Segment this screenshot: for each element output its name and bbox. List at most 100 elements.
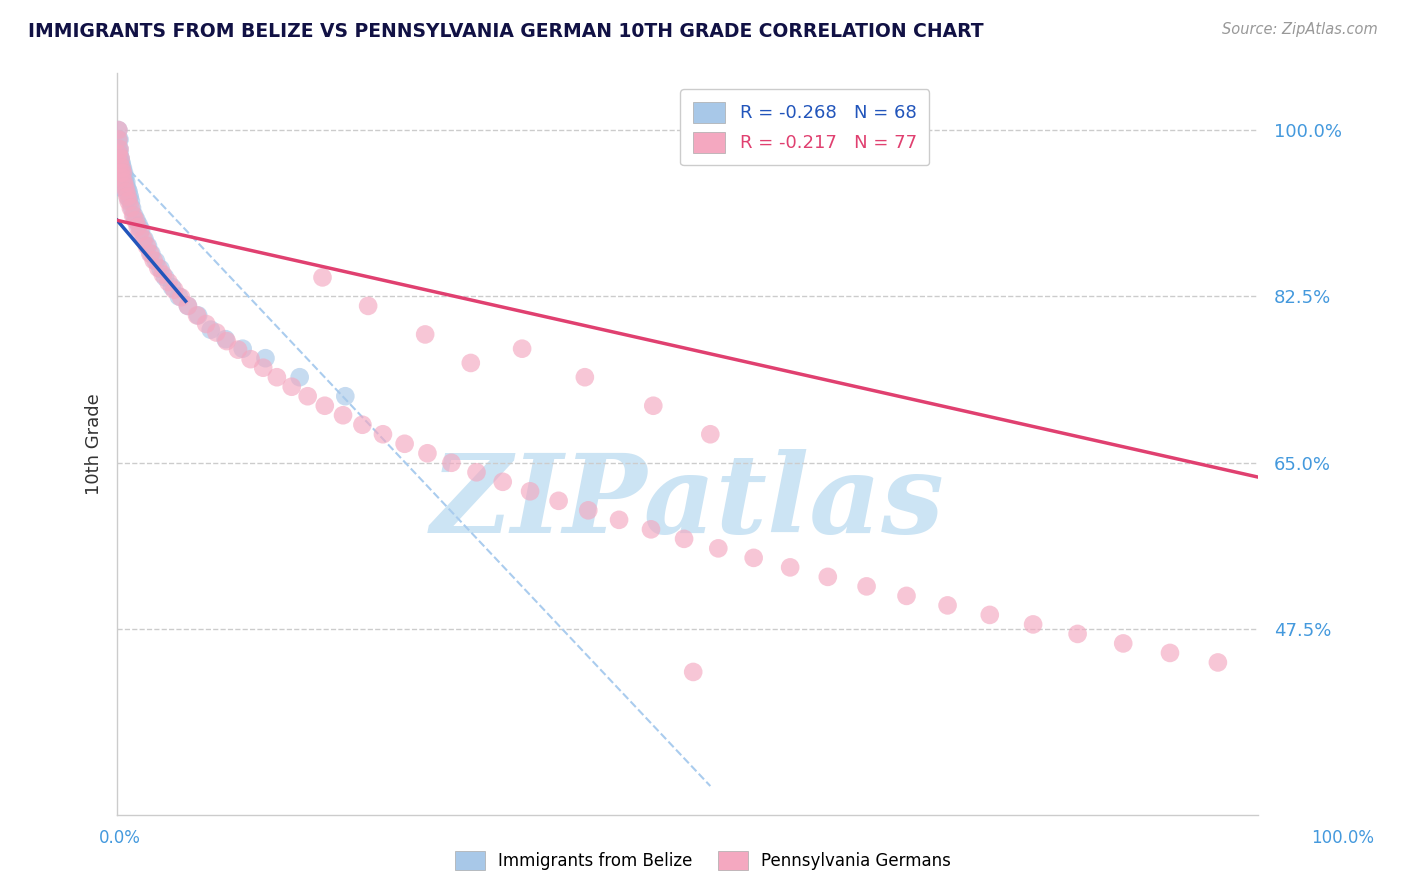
Legend: R = -0.268   N = 68, R = -0.217   N = 77: R = -0.268 N = 68, R = -0.217 N = 77 <box>681 89 929 165</box>
Point <box>110 156 132 170</box>
Point <box>107 132 129 146</box>
Point <box>114 176 136 190</box>
Point <box>120 194 142 209</box>
Point <box>136 239 159 253</box>
Point <box>112 178 135 193</box>
Point <box>107 146 129 161</box>
Point <box>332 409 354 423</box>
Point <box>108 152 131 166</box>
Point <box>371 427 394 442</box>
Point <box>153 270 176 285</box>
Point <box>115 185 138 199</box>
Point <box>460 356 482 370</box>
Y-axis label: 10th Grade: 10th Grade <box>86 392 103 495</box>
Point <box>163 283 186 297</box>
Point <box>288 370 311 384</box>
Point <box>107 161 129 175</box>
Point <box>134 232 156 246</box>
Point <box>117 189 139 203</box>
Point <box>1022 617 1045 632</box>
Point <box>547 493 569 508</box>
Point <box>896 589 918 603</box>
Point <box>254 351 277 366</box>
Point <box>122 209 145 223</box>
Point <box>149 261 172 276</box>
Point <box>111 178 134 193</box>
Point <box>335 389 357 403</box>
Point <box>643 399 665 413</box>
Point <box>115 175 138 189</box>
Point <box>177 299 200 313</box>
Point <box>110 161 132 175</box>
Point <box>110 175 132 189</box>
Point <box>108 166 131 180</box>
Point <box>108 142 131 156</box>
Point <box>195 317 218 331</box>
Point <box>108 161 131 175</box>
Point <box>979 607 1001 622</box>
Point <box>110 180 132 194</box>
Point <box>110 166 132 180</box>
Point <box>118 189 141 203</box>
Point <box>177 299 200 313</box>
Point <box>111 161 134 175</box>
Point <box>112 166 135 180</box>
Point <box>107 132 129 146</box>
Point <box>125 213 148 227</box>
Point <box>129 223 152 237</box>
Point <box>107 123 129 137</box>
Point <box>129 226 152 240</box>
Point <box>108 156 131 170</box>
Point <box>107 123 129 137</box>
Point <box>124 213 146 227</box>
Point <box>145 254 167 268</box>
Point <box>111 172 134 186</box>
Point <box>135 239 157 253</box>
Point <box>111 169 134 183</box>
Point <box>707 541 730 556</box>
Point <box>519 484 541 499</box>
Point <box>280 380 302 394</box>
Point <box>128 218 150 232</box>
Point <box>1206 656 1229 670</box>
Point <box>107 156 129 170</box>
Text: 0.0%: 0.0% <box>98 829 141 847</box>
Point <box>157 275 180 289</box>
Point <box>682 665 704 679</box>
Point <box>120 201 142 215</box>
Point <box>160 280 183 294</box>
Point <box>239 352 262 367</box>
Point <box>252 360 274 375</box>
Point <box>141 246 163 260</box>
Point <box>111 156 134 170</box>
Point <box>108 180 131 194</box>
Point <box>107 146 129 161</box>
Point <box>640 522 662 536</box>
Point <box>186 309 208 323</box>
Point <box>936 599 959 613</box>
Point <box>114 180 136 194</box>
Point <box>266 370 288 384</box>
Point <box>1112 636 1135 650</box>
Point <box>107 170 129 185</box>
Point <box>817 570 839 584</box>
Point <box>394 436 416 450</box>
Point <box>108 132 131 146</box>
Point <box>110 152 132 166</box>
Point <box>111 174 134 188</box>
Point <box>107 166 129 180</box>
Point <box>108 142 131 156</box>
Point <box>112 172 135 186</box>
Legend: Immigrants from Belize, Pennsylvania Germans: Immigrants from Belize, Pennsylvania Ger… <box>449 844 957 877</box>
Point <box>215 334 238 348</box>
Point <box>200 323 222 337</box>
Point <box>110 166 132 180</box>
Point <box>311 270 333 285</box>
Point <box>108 175 131 189</box>
Point <box>117 182 139 196</box>
Point <box>107 152 129 166</box>
Point <box>111 163 134 178</box>
Point <box>673 532 696 546</box>
Point <box>152 268 174 282</box>
Point <box>117 194 139 209</box>
